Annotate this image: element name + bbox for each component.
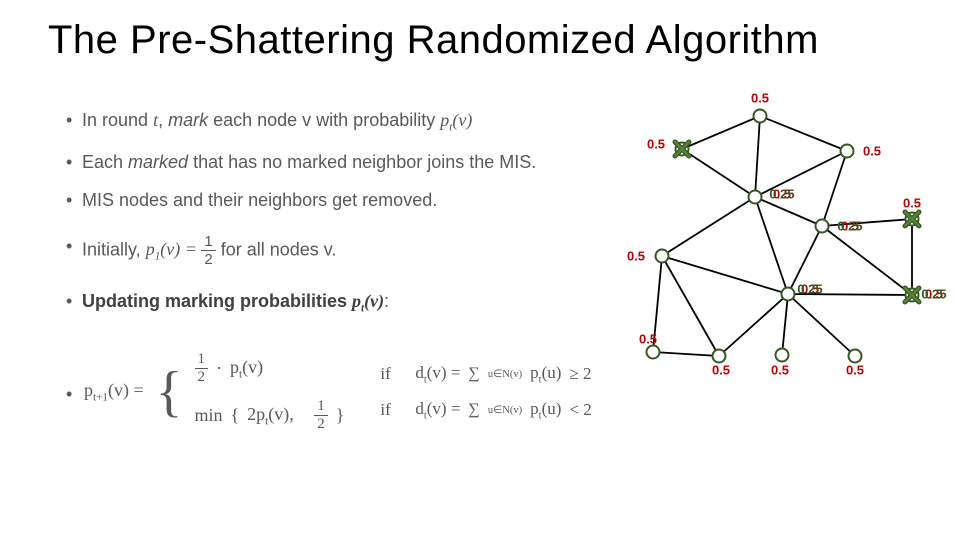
var-p: p [230,357,239,377]
graph-node [646,345,661,360]
frac-d: 2 [317,416,325,432]
var-u: (u) [542,363,562,382]
lbrace: { [231,405,240,426]
bullet-3: MIS nodes and their neighbors get remove… [66,188,626,212]
sum-sub: u∈N(v) [488,404,522,416]
graph-node [675,142,690,157]
var-p: p [352,291,361,311]
txt: (v) = [427,399,461,418]
txt: Each [82,152,128,172]
frac-n: 1 [314,399,328,416]
var-v: (v) [364,291,384,311]
eq-cases: 12 · pt(v) min{2pt(v), 12} [195,352,345,432]
eq-lhs: pt+1(v) = [84,380,144,404]
var-p: p [146,239,155,259]
graph-node [905,212,920,227]
frac-d: 2 [204,251,212,267]
graph-node [848,349,863,364]
rbrace: } [336,405,345,426]
sum-sub: u∈N(v) [488,368,522,380]
cond-lt: if dt(v) = ∑u∈N(v) pt(u) < 2 [380,399,591,421]
graph-node [753,109,768,124]
colon: : [384,291,389,311]
prob-label: 0.25 [921,287,946,302]
prob-label: 0.5 [846,363,864,378]
txt: (v) = [108,380,144,400]
em-mark: mark [168,110,208,130]
txt: for all nodes v. [216,239,337,259]
equation: pt+1(v) = { 12 · pt(v) min{2pt(v), 12} i… [66,352,626,432]
bullet-1: In round t, mark each node v with probab… [66,108,626,136]
lt2: < 2 [569,400,591,420]
eq-case-2: min{2pt(v), 12} [195,399,345,432]
graph-node [748,190,763,205]
bullet-2: Each marked that has no marked neighbor … [66,150,626,174]
bullet-4: Initially, p1(v) = 12 for all nodes v. [66,234,626,267]
frac-n: 1 [195,352,209,369]
var-v: (v), [268,404,294,424]
graph-node [840,144,855,159]
graph-node [781,287,796,302]
txt: (v) = [427,363,461,382]
prob-label: 0.5 [771,363,789,378]
sum-icon: ∑ [468,401,479,419]
sub-t1: t+1 [93,392,108,404]
eq-conds: if dt(v) = ∑u∈N(v) pt(u) ≥ 2 if dt(v) = … [380,363,591,422]
if: if [380,400,390,420]
prob-label: 0.5 [639,332,657,347]
eq-case-1: 12 · pt(v) [195,352,345,385]
dot-op: · [216,358,222,379]
txt: In round [82,110,153,130]
prob-label: 0.5 [863,144,881,159]
graph-edges [612,84,942,394]
sum-icon: ∑ [468,365,479,383]
em-marked: marked [128,152,188,172]
prob-label: 0.5 [712,363,730,378]
var-p: p [530,399,539,418]
if: if [380,364,390,384]
var-d: d [415,399,424,418]
graph-node [655,249,670,264]
cond-ge: if dt(v) = ∑u∈N(v) pt(u) ≥ 2 [380,363,591,385]
prob-label: 0.5 [647,137,665,152]
txt: Initially, [82,239,146,259]
graph-node [712,349,727,364]
var-d: d [415,363,424,382]
brace-icon: { [156,364,183,420]
prob-label: 0.25 [837,219,862,234]
slide-title: The Pre-Shattering Randomized Algorithm [48,18,819,63]
prob-label: 0.5 [627,249,645,264]
txt: , [158,110,168,130]
var-p: p [440,110,449,130]
ge2: ≥ 2 [569,364,591,384]
var-p: p [530,363,539,382]
txt: that has no marked neighbor joins the MI… [188,152,536,172]
graph-node [775,348,790,363]
graph-node [905,288,920,303]
txt: Updating marking probabilities [82,291,352,311]
txt: (v) = [160,239,201,259]
prob-label: 0.5 [751,91,769,106]
prob-label: 0.5 [903,196,921,211]
prob-label: 0.25 [797,282,822,297]
var-u: (u) [542,399,562,418]
prob-label: 0.25 [769,187,794,202]
var-p: p [84,380,93,400]
2p: 2p [247,404,265,424]
var-v: (v) [452,110,472,130]
bullet-5: Updating marking probabilities pt(v): [66,289,626,317]
var-v: (v) [242,357,263,377]
graph-node [815,219,830,234]
txt: each node v with probability [208,110,440,130]
frac-n: 1 [201,234,215,251]
graph-diagram: 0.50.50.50.50.50.50.50.50.50.50.50.50.50… [612,84,942,394]
bullet-list: In round t, mark each node v with probab… [66,108,626,331]
frac-d: 2 [198,369,206,385]
min: min [195,405,223,426]
